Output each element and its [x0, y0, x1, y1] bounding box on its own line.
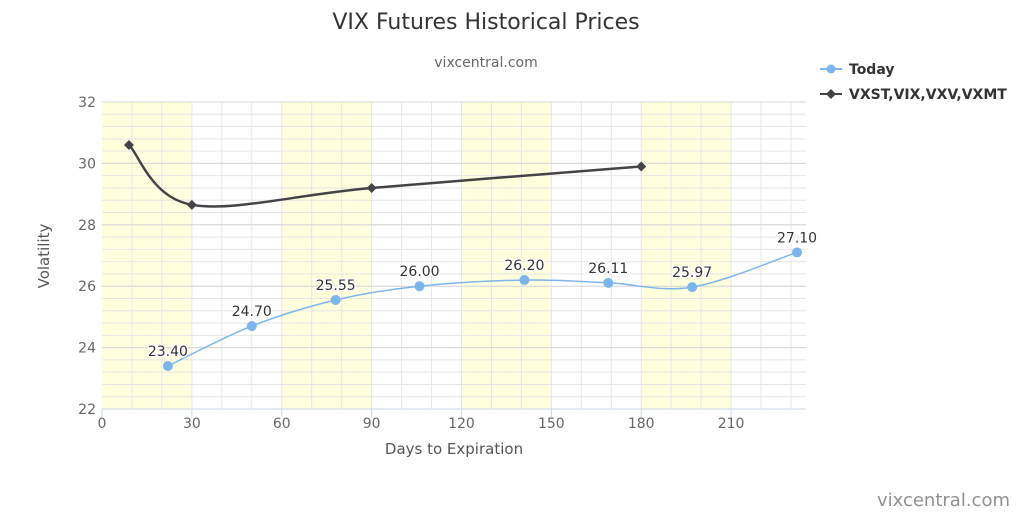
- data-point-vxst-vix-vxv-vxmt[interactable]: [186, 199, 197, 210]
- data-label-today: 25.97: [672, 265, 712, 281]
- plot-band-0: [102, 102, 192, 409]
- data-point-today[interactable]: [162, 361, 173, 372]
- x-tick-label: 90: [363, 416, 381, 432]
- legend-label-today: Today: [849, 62, 894, 78]
- y-axis-title: Volatility: [35, 223, 53, 288]
- plot-bands: [102, 102, 732, 409]
- data-point-vxst-vix-vxv-vxmt[interactable]: [366, 182, 377, 193]
- series-layer: 23.40 24.70 25.55 26.00 26.20 26.11 25.97 27.10: [123, 139, 819, 372]
- data-label-today: 25.55: [316, 278, 356, 294]
- legend-marker-vxst-vix-vxv-vxmt: [826, 89, 836, 99]
- chart-subtitle: vixcentral.com: [434, 55, 537, 71]
- data-label-today: 26.11: [588, 261, 628, 277]
- data-point-today[interactable]: [330, 295, 341, 306]
- y-tick-label: 24: [78, 341, 96, 357]
- data-label-today: 24.70: [232, 304, 272, 320]
- legend-label-vxst-vix-vxv-vxmt: VXST,VIX,VXV,VXMT: [849, 87, 1007, 103]
- x-tick-label: 30: [183, 416, 201, 432]
- x-tick-label: 60: [273, 416, 291, 432]
- data-point-today[interactable]: [687, 282, 698, 293]
- data-point-today[interactable]: [603, 277, 614, 288]
- y-tick-label: 30: [78, 156, 96, 172]
- x-tick-label: 210: [718, 416, 745, 432]
- data-label-today: 27.10: [777, 230, 817, 246]
- data-point-today[interactable]: [792, 247, 803, 258]
- data-point-today[interactable]: [519, 275, 530, 286]
- data-point-vxst-vix-vxv-vxmt[interactable]: [636, 161, 647, 172]
- plot-band-1: [281, 102, 372, 409]
- x-tick-label: 180: [628, 416, 655, 432]
- x-tick-label: 150: [538, 416, 565, 432]
- x-tick-label: 0: [98, 416, 107, 432]
- y-tick-label: 22: [78, 402, 96, 418]
- chart-title: VIX Futures Historical Prices: [332, 10, 639, 35]
- legend-item-vxst-vix-vxv-vxmt[interactable]: VXST,VIX,VXV,VXMT: [820, 87, 1007, 103]
- y-tick-label: 28: [78, 218, 96, 234]
- series-line-vxst-vix-vxv-vxmt: [128, 144, 642, 208]
- data-point-today[interactable]: [246, 321, 257, 332]
- legend-marker-today: [826, 64, 836, 74]
- axes: 0 30 60 90 120 150 180 210 22 24 26 28 30 32: [78, 95, 806, 432]
- plot-band-3: [641, 102, 732, 409]
- data-point-today[interactable]: [414, 281, 425, 292]
- y-tick-label: 26: [78, 279, 96, 295]
- x-axis-title: Days to Expiration: [385, 440, 523, 458]
- credit-text[interactable]: vixcentral.com: [877, 490, 1010, 511]
- data-label-today: 23.40: [148, 344, 188, 360]
- grid-lines: [102, 101, 806, 410]
- plot-band-2: [461, 102, 552, 409]
- x-tick-label: 120: [448, 416, 475, 432]
- data-label-today: 26.00: [400, 264, 440, 280]
- data-label-today: 26.20: [504, 258, 544, 274]
- legend: Today VXST,VIX,VXV,VXMT: [820, 62, 1007, 103]
- legend-item-today[interactable]: Today: [820, 62, 894, 78]
- data-point-vxst-vix-vxv-vxmt[interactable]: [123, 139, 134, 150]
- y-tick-label: 32: [78, 95, 96, 111]
